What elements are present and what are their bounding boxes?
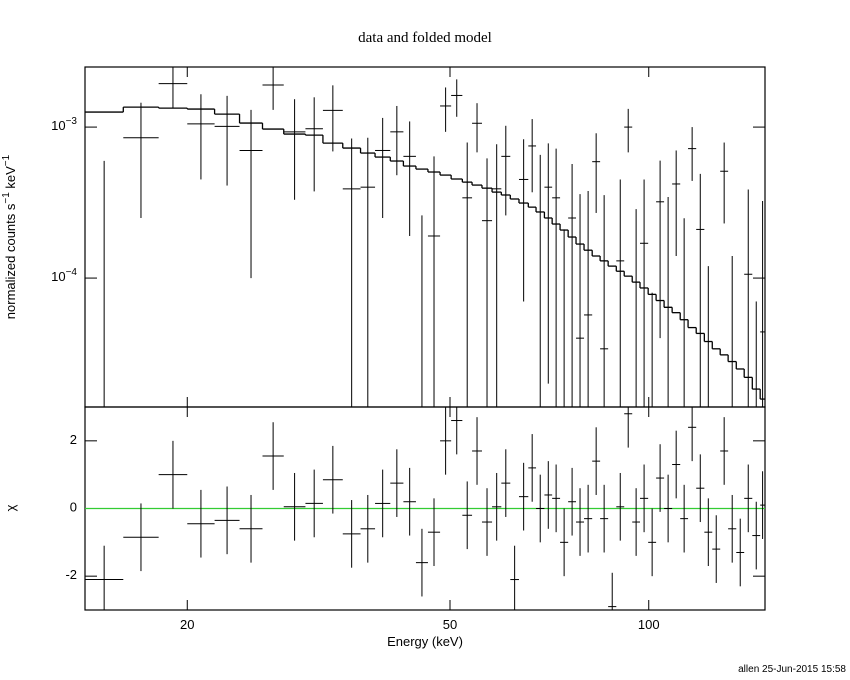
x-tick-label: 50 [443,617,457,632]
x-tick-label: 20 [180,617,194,632]
chart-title: data and folded model [358,30,492,46]
y-tick-label: 10−3 [51,116,77,134]
y-axis-label: χ [3,504,18,511]
y-tick-label: -2 [65,568,77,583]
y-tick-label: 2 [70,432,77,447]
y-tick-label: 10−4 [51,267,77,285]
y-tick-label: 0 [70,500,77,515]
y-axis-label: normalized counts s−1 keV−1 [1,154,19,319]
plot-frame [84,66,766,408]
footer: allen 25-Jun-2015 15:58 [738,664,846,675]
x-tick-label: 100 [638,617,660,632]
x-axis-label: Energy (keV) [387,634,463,649]
